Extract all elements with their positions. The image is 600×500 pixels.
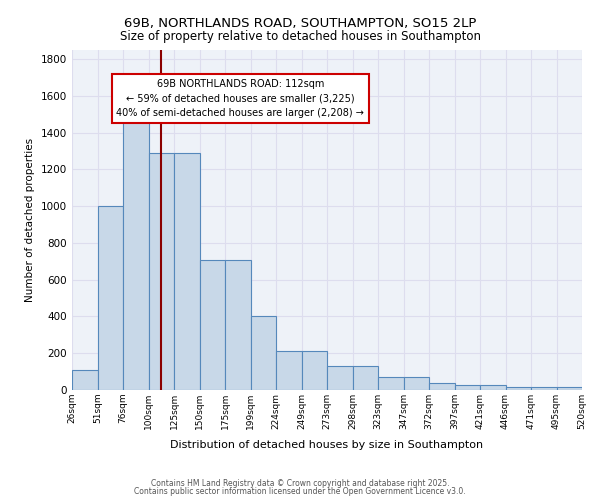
Text: Size of property relative to detached houses in Southampton: Size of property relative to detached ho…: [119, 30, 481, 43]
Bar: [455, 386, 480, 390]
Bar: [149, 153, 174, 390]
Bar: [531, 387, 557, 390]
Bar: [225, 260, 251, 390]
Bar: [505, 387, 531, 390]
Bar: [174, 153, 199, 390]
Bar: [353, 366, 378, 390]
X-axis label: Distribution of detached houses by size in Southampton: Distribution of detached houses by size …: [170, 440, 484, 450]
Bar: [72, 370, 97, 390]
Y-axis label: Number of detached properties: Number of detached properties: [25, 138, 35, 302]
Bar: [276, 352, 302, 390]
Bar: [480, 386, 505, 390]
Text: 69B, NORTHLANDS ROAD, SOUTHAMPTON, SO15 2LP: 69B, NORTHLANDS ROAD, SOUTHAMPTON, SO15 …: [124, 18, 476, 30]
Bar: [251, 316, 276, 390]
Text: 69B NORTHLANDS ROAD: 112sqm
← 59% of detached houses are smaller (3,225)
40% of : 69B NORTHLANDS ROAD: 112sqm ← 59% of det…: [116, 79, 364, 118]
Bar: [404, 377, 429, 390]
Bar: [123, 114, 149, 390]
Text: Contains public sector information licensed under the Open Government Licence v3: Contains public sector information licen…: [134, 487, 466, 496]
Bar: [199, 260, 225, 390]
Bar: [97, 206, 123, 390]
Bar: [378, 377, 404, 390]
Bar: [557, 387, 582, 390]
Bar: [302, 352, 327, 390]
Bar: [327, 366, 353, 390]
Text: Contains HM Land Registry data © Crown copyright and database right 2025.: Contains HM Land Registry data © Crown c…: [151, 478, 449, 488]
Bar: [429, 382, 455, 390]
